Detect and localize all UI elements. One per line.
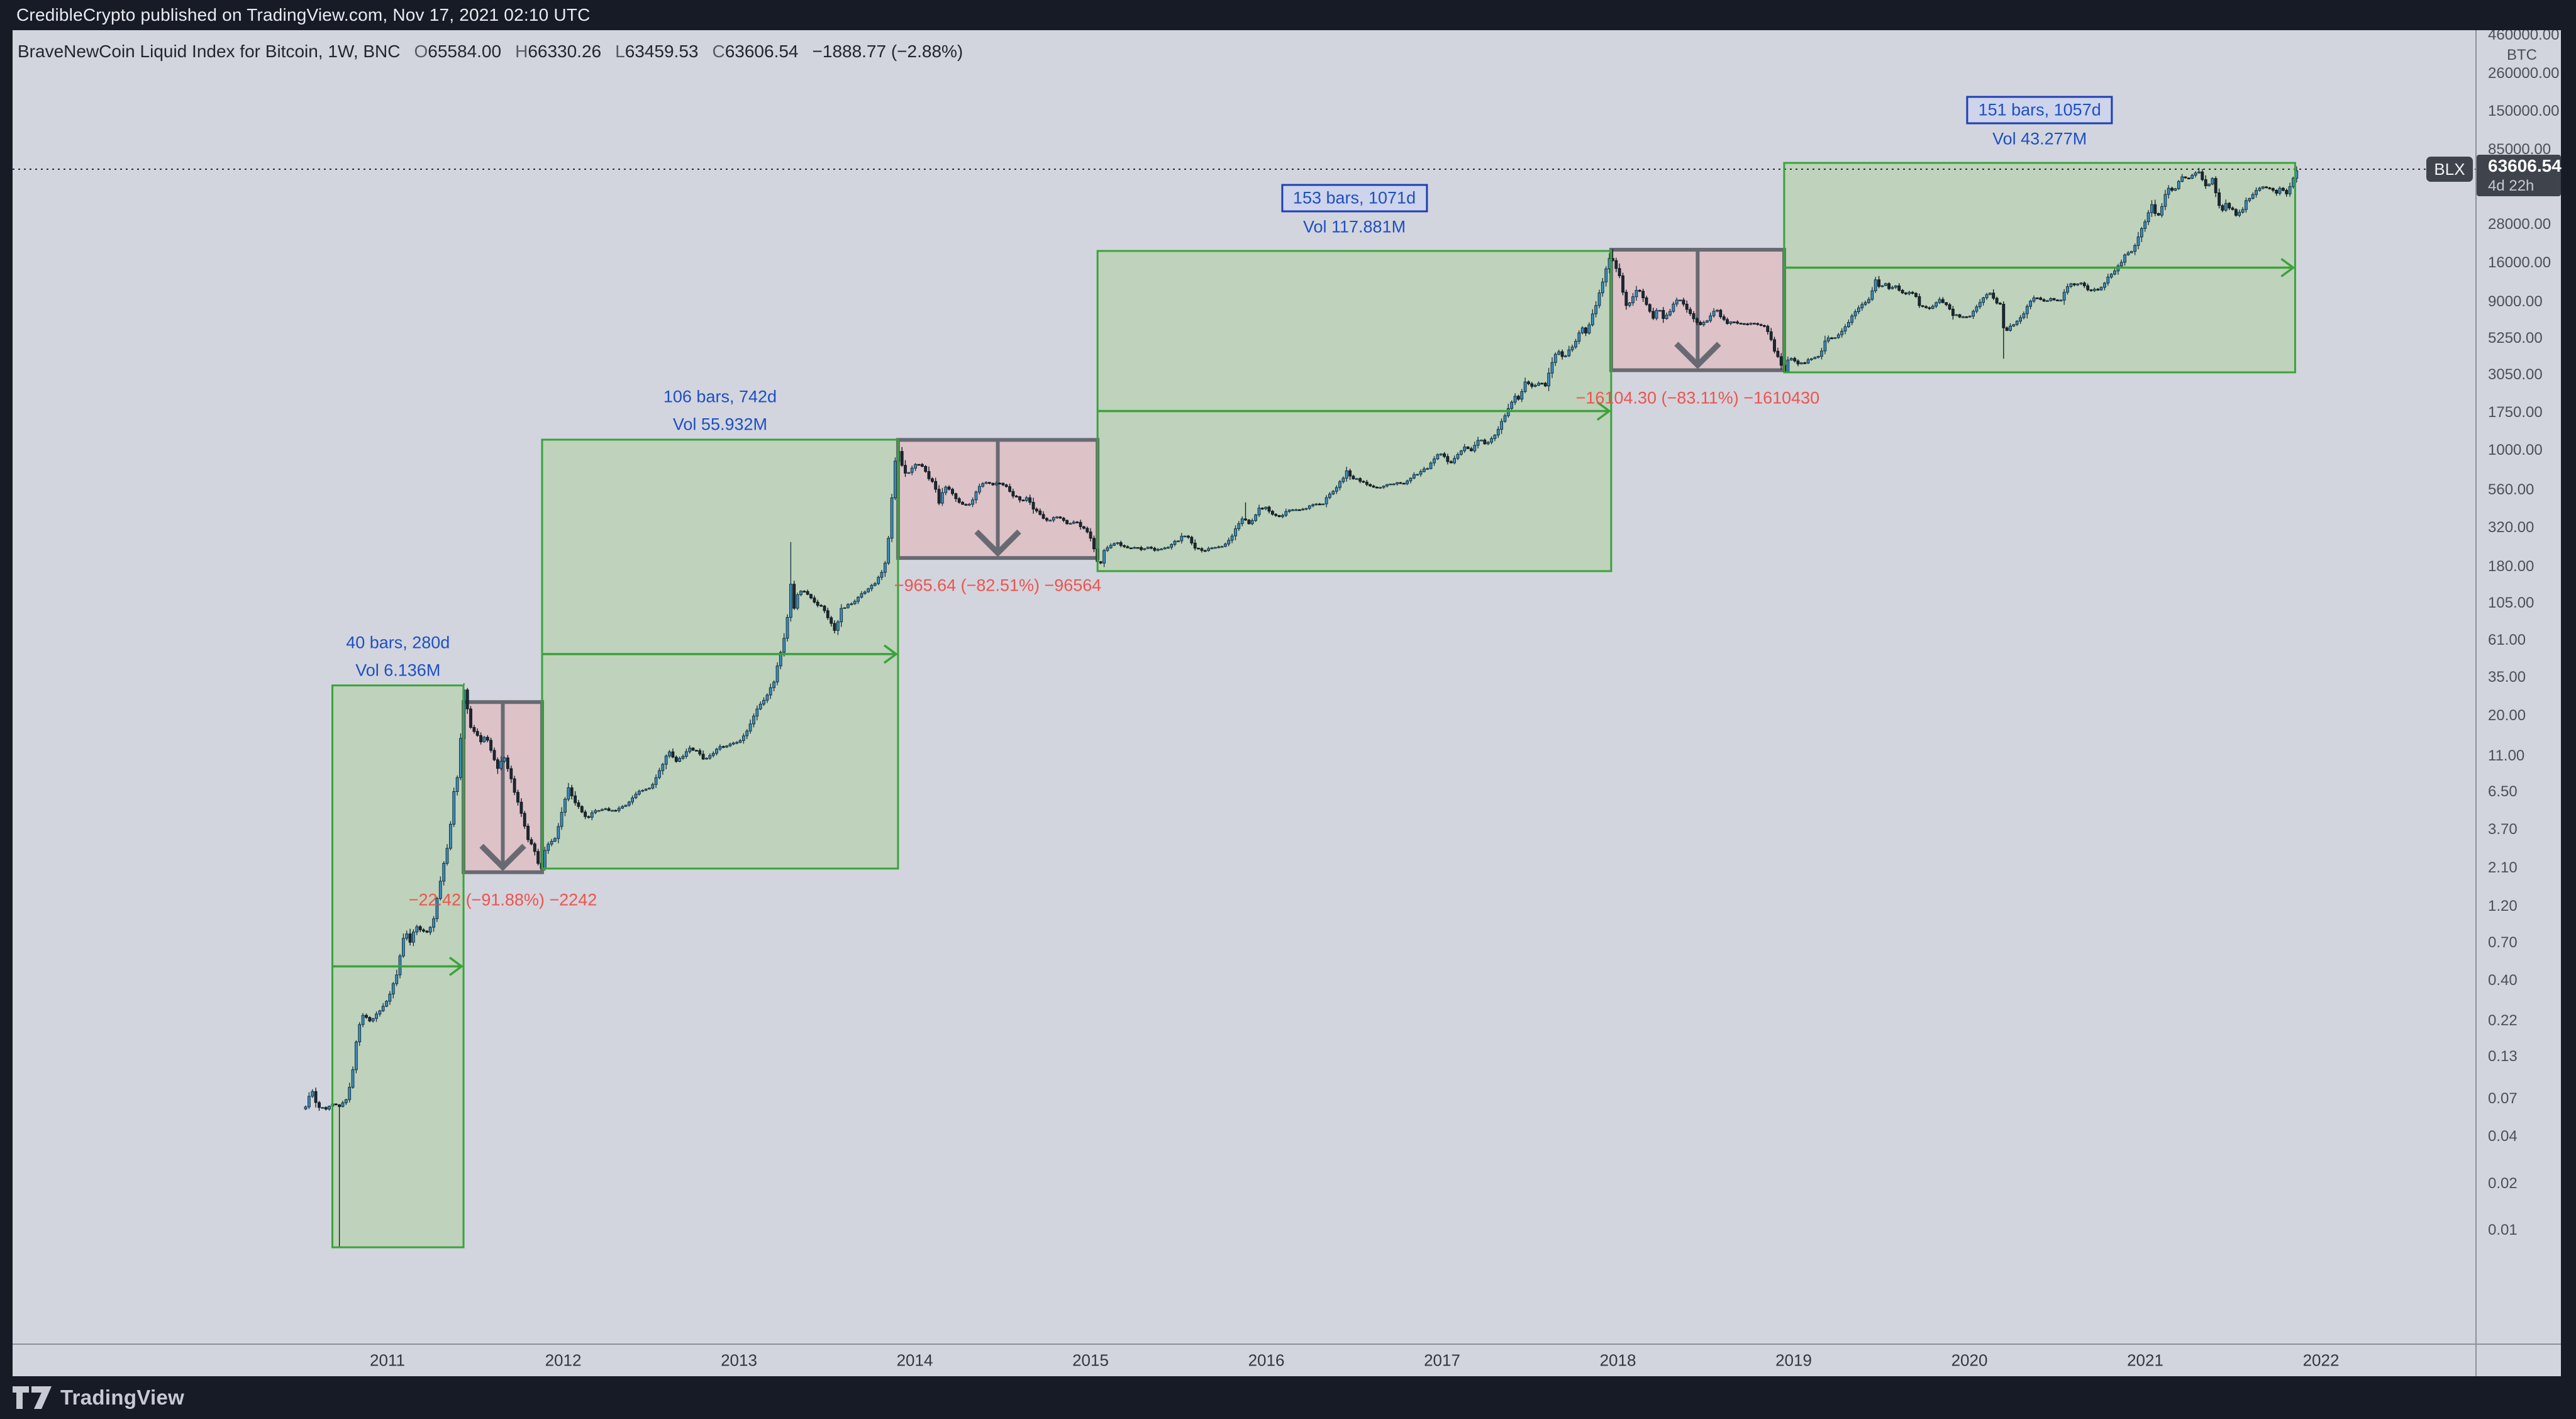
price-range-down-arrow-icon — [1674, 342, 1721, 369]
price-tick-label: 35.00 — [2488, 669, 2526, 686]
time-tick-label[interactable]: 2013 — [721, 1350, 757, 1370]
time-tick-label[interactable]: 2020 — [1951, 1350, 1988, 1370]
time-tick-label[interactable]: 2018 — [1599, 1350, 1636, 1370]
price-range-down-arrow-icon — [479, 843, 526, 872]
price-range-change-label: −22.42 (−91.88%) −2242 — [408, 890, 597, 910]
price-tick-label: 260000.00 — [2488, 65, 2560, 82]
date-range-volume-label: Vol 55.932M — [672, 415, 768, 434]
date-range-volume-label: Vol 117.881M — [1302, 217, 1406, 237]
price-tick-label: 150000.00 — [2488, 102, 2560, 120]
time-tick-label[interactable]: 2016 — [1248, 1350, 1285, 1370]
price-tick-label: 105.00 — [2488, 594, 2534, 611]
candle-bodies — [304, 170, 2299, 1110]
date-range-bars-label[interactable]: 151 bars, 1057d — [1966, 96, 2113, 125]
date-range-right-arrow-icon — [2280, 258, 2296, 277]
tradingview-logo-icon[interactable] — [13, 1385, 52, 1410]
price-tick-label: 2.10 — [2488, 859, 2518, 877]
price-tick-label: 61.00 — [2488, 631, 2526, 648]
time-axis-separator — [13, 1344, 2561, 1345]
date-range-right-arrow-icon — [448, 956, 464, 976]
price-tick-label: 560.00 — [2488, 481, 2534, 498]
symbol-flag-text: BLX — [2434, 159, 2465, 179]
time-tick-label[interactable]: 2019 — [1775, 1350, 1812, 1370]
price-tick-label: 1750.00 — [2488, 403, 2543, 421]
price-scale-unit: BTC — [2507, 47, 2537, 64]
time-tick-label[interactable]: 2011 — [370, 1350, 405, 1370]
ohlc-open: O 65584.00 — [414, 42, 502, 61]
footer-bar: TradingView — [0, 1376, 2576, 1419]
price-tick-label: 16000.00 — [2488, 253, 2551, 271]
price-range-change-label: −965.64 (−82.51%) −96564 — [894, 576, 1102, 595]
price-tick-label: 0.13 — [2488, 1048, 2518, 1065]
price-tick-label: 20.00 — [2488, 706, 2526, 724]
price-tick-label: 0.22 — [2488, 1012, 2518, 1030]
price-tick-label: 11.00 — [2488, 747, 2525, 764]
price-tick-label: 180.00 — [2488, 557, 2534, 575]
price-tick-label: 320.00 — [2488, 518, 2534, 536]
symbol-title: BraveNewCoin Liquid Index for Bitcoin, 1… — [18, 42, 401, 61]
tradingview-brand-text[interactable]: TradingView — [60, 1386, 185, 1409]
price-tick-label: 0.70 — [2488, 933, 2518, 951]
price-tick-label: 5250.00 — [2488, 329, 2543, 347]
price-tick-label: 6.50 — [2488, 782, 2518, 800]
price-range-down-arrow-icon — [974, 529, 1021, 557]
publish-line: CredibleCrypto published on TradingView.… — [16, 5, 591, 25]
price-tick-label: 0.02 — [2488, 1174, 2518, 1192]
price-tick-label: 1000.00 — [2488, 442, 2543, 459]
price-tick-label: 0.01 — [2488, 1221, 2518, 1239]
price-range-change-label: −16104.30 (−83.11%) −1610430 — [1575, 388, 1820, 408]
bar-countdown: 4d 22h — [2488, 177, 2534, 194]
date-range-bars-label[interactable]: 153 bars, 1071d — [1280, 184, 1428, 213]
time-tick-label[interactable]: 2022 — [2302, 1350, 2340, 1370]
publish-banner: CredibleCrypto published on TradingView.… — [0, 0, 2576, 30]
date-range-bars-label[interactable]: 106 bars, 742d — [663, 387, 777, 406]
time-tick-label[interactable]: 2021 — [2127, 1350, 2163, 1370]
price-tick-label: 9000.00 — [2488, 292, 2543, 310]
last-price-value: 63606.54 — [2488, 156, 2562, 175]
time-tick-label[interactable]: 2015 — [1072, 1350, 1109, 1370]
price-tick-label: 3.70 — [2488, 821, 2518, 838]
time-tick-label[interactable]: 2017 — [1424, 1350, 1460, 1370]
ohlc-close: C 63606.54 — [712, 42, 799, 61]
last-price-chip[interactable]: 63606.54 4d 22h — [2477, 155, 2562, 196]
price-tick-label: 0.07 — [2488, 1089, 2518, 1107]
time-tick-label[interactable]: 2012 — [545, 1350, 582, 1370]
date-range-bars-label[interactable]: 40 bars, 280d — [346, 633, 450, 652]
price-tick-label: 28000.00 — [2488, 216, 2551, 233]
price-tick-label: 0.04 — [2488, 1127, 2518, 1145]
time-tick-label[interactable]: 2014 — [896, 1350, 933, 1370]
price-tick-label: 0.40 — [2488, 971, 2518, 989]
symbol-header: BraveNewCoin Liquid Index for Bitcoin, 1… — [18, 40, 963, 63]
ohlc-low: L 63459.53 — [615, 42, 699, 61]
date-range-volume-label: Vol 6.136M — [355, 660, 441, 680]
date-range-right-arrow-icon — [1596, 401, 1611, 421]
price-tick-label: 1.20 — [2488, 897, 2518, 915]
change-value: −1888.77 (−2.88%) — [812, 42, 963, 61]
price-axis-separator — [2475, 30, 2477, 1376]
date-range-volume-label: Vol 43.277M — [1992, 129, 2087, 148]
date-range-right-arrow-icon — [883, 644, 898, 664]
ohlc-high: H 66330.26 — [515, 42, 602, 61]
price-tick-label: 3050.00 — [2488, 366, 2543, 384]
symbol-price-flag[interactable]: BLX — [2426, 157, 2473, 182]
